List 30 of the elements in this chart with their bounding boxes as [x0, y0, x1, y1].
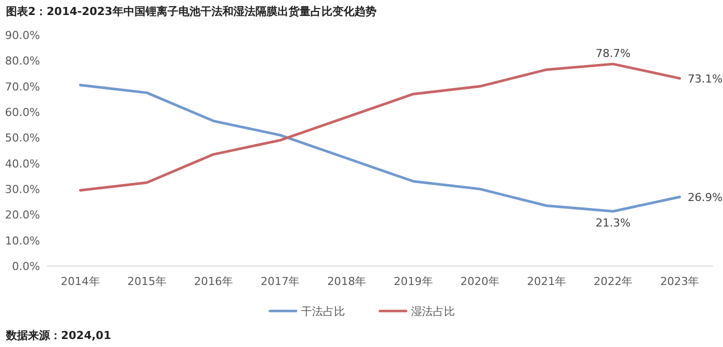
data-label: 26.9%	[688, 190, 723, 204]
y-tick-label: 10.0%	[5, 234, 40, 248]
y-tick-label: 90.0%	[5, 29, 40, 42]
y-tick-label: 30.0%	[5, 183, 40, 196]
y-tick-label: 50.0%	[5, 132, 40, 145]
x-tick-label: 2023年	[660, 275, 700, 288]
legend-label: 干法占比	[301, 305, 345, 318]
source-note: 数据来源：2024,01	[5, 329, 112, 342]
x-tick-label: 2017年	[260, 275, 300, 288]
chart-title: 图表2：2014-2023年中国锂离子电池干法和湿法隔膜出货量占比变化趋势	[6, 5, 376, 18]
x-tick-label: 2016年	[194, 275, 233, 288]
legend-label: 湿法占比	[411, 305, 455, 318]
line-series	[79, 62, 681, 192]
y-tick-label: 40.0%	[5, 157, 40, 170]
y-tick-label: 80.0%	[5, 54, 40, 68]
data-label: 78.7%	[596, 47, 631, 60]
y-tick-label: 0.0%	[12, 260, 40, 273]
data-label: 73.1%	[688, 72, 723, 86]
x-tick-label: 2020年	[460, 275, 500, 288]
x-tick-label: 2019年	[394, 275, 433, 288]
y-tick-label: 70.0%	[5, 80, 40, 94]
x-tick-label: 2015年	[127, 275, 166, 288]
line-series	[79, 84, 681, 213]
y-tick-label: 20.0%	[5, 208, 40, 222]
x-tick-label: 2021年	[527, 275, 566, 288]
x-tick-label: 2014年	[60, 275, 100, 288]
data-label: 21.3%	[596, 216, 631, 230]
x-tick-label: 2018年	[327, 275, 366, 288]
x-tick-label: 2022年	[594, 275, 633, 288]
y-tick-label: 60.0%	[5, 106, 40, 119]
